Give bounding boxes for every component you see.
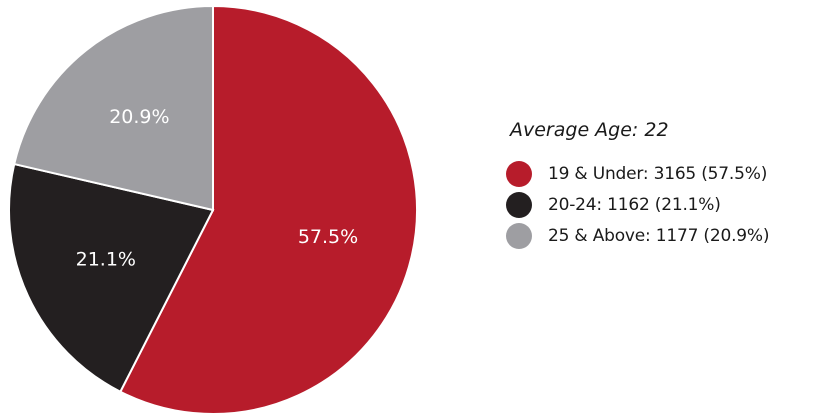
legend-item-25-and-above: 25 & Above: 1177 (20.9%) [506, 220, 811, 251]
legend-text-19-and-under: 19 & Under: 3165 (57.5%) [548, 163, 768, 184]
legend-swatch-20-24 [506, 191, 532, 218]
pie-label-20-24: 21.1% [76, 249, 136, 271]
legend-swatch-19-and-under [506, 160, 532, 187]
legend-swatch-25-and-above [506, 222, 532, 249]
pie-label-25-and-above: 20.9% [109, 106, 169, 128]
legend-text-20-24: 20-24: 1162 (21.1%) [548, 194, 721, 215]
legend-item-20-24: 20-24: 1162 (21.1%) [506, 189, 811, 220]
pie-label-19-and-under: 57.5% [298, 226, 358, 248]
legend-item-19-and-under: 19 & Under: 3165 (57.5%) [506, 158, 811, 189]
legend-text-25-and-above: 25 & Above: 1177 (20.9%) [548, 225, 770, 246]
pie-slice-19-and-under [118, 4, 419, 415]
pie-slice-20-24 [7, 162, 215, 394]
legend: Average Age: 22 19 & Under: 3165 (57.5%)… [506, 118, 811, 251]
legend-title: Average Age: 22 [510, 119, 669, 141]
pie-chart: 57.5% 21.1% 20.9% [7, 4, 419, 415]
pie-slice-25-and-above [13, 4, 214, 212]
